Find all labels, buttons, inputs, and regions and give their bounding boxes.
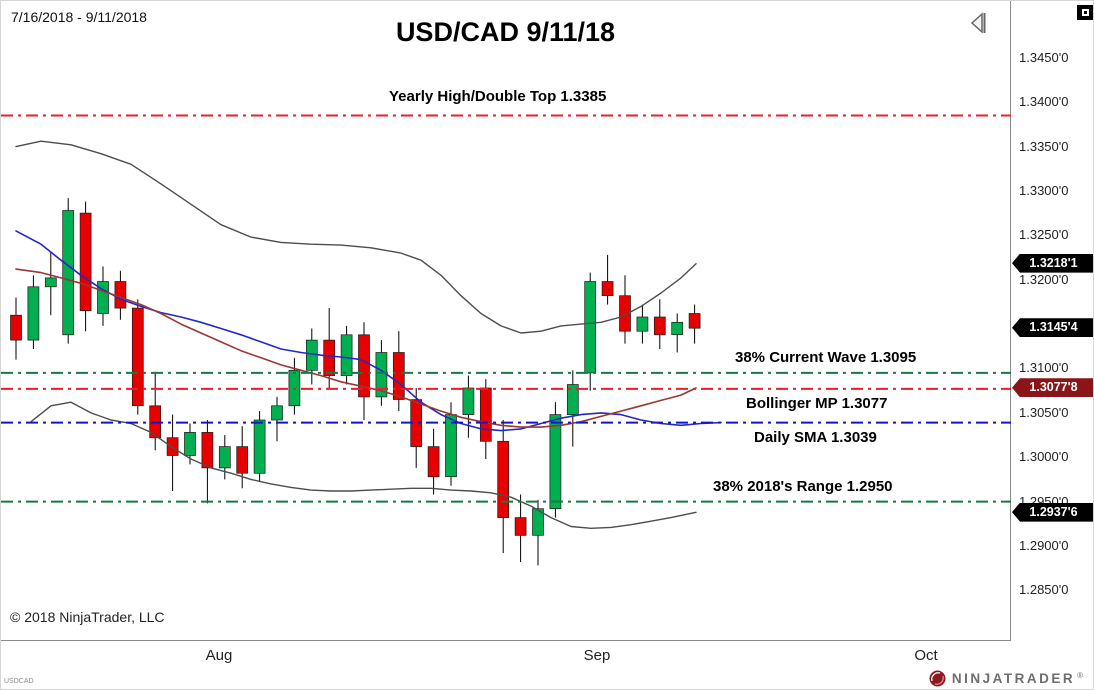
x-tick-label: Oct	[914, 647, 938, 664]
candle-body	[532, 508, 544, 536]
candle-body	[62, 210, 75, 336]
price-badge: 1.3077'8	[1012, 378, 1093, 398]
candle-body	[462, 387, 475, 415]
candle-body	[97, 281, 109, 314]
candle-body	[218, 446, 231, 469]
candle-body	[619, 295, 631, 332]
panel-properties-glyph	[1081, 9, 1089, 16]
candle-body	[584, 281, 597, 374]
candle-body	[636, 316, 649, 332]
ninjatrader-brand: NINJATRADER ®	[929, 670, 1083, 687]
candle-body	[688, 313, 701, 329]
candle-body	[27, 286, 40, 341]
candlestick-chart[interactable]	[1, 1, 1011, 641]
y-tick-label: 1.3400'0	[1019, 94, 1069, 110]
annotation-2018-range: 38% 2018's Range 1.2950	[713, 478, 893, 495]
y-tick-label: 1.3000'0	[1019, 449, 1069, 465]
candle-body	[10, 314, 22, 341]
y-tick-label: 1.3100'0	[1019, 360, 1069, 376]
ninjatrader-brand-text: NINJATRADER	[951, 671, 1076, 686]
chart-plot-area[interactable]: 7/16/2018 - 9/11/2018 USD/CAD 9/11/18 Ye…	[1, 1, 1011, 641]
candle-body	[271, 405, 283, 421]
panel-properties-icon[interactable]	[1077, 5, 1093, 20]
candle-body	[427, 446, 440, 478]
candle-body	[497, 440, 510, 518]
candle-body	[79, 212, 92, 312]
time-axis[interactable]: Aug Sep Oct	[1, 641, 1011, 667]
candle-body	[671, 321, 684, 336]
daily-sma-line	[15, 230, 722, 432]
y-tick-label: 1.3200'0	[1019, 271, 1069, 287]
price-badge: 1.2937'6	[1012, 502, 1093, 522]
instrument-watermark: USDCAD	[4, 678, 34, 685]
annotation-current-wave: 38% Current Wave 1.3095	[735, 349, 917, 366]
y-tick-label: 1.3250'0	[1019, 227, 1069, 243]
annotation-yearly-high: Yearly High/Double Top 1.3385	[389, 88, 607, 105]
bollinger-mid-line	[15, 268, 697, 428]
candle-body	[253, 419, 266, 474]
price-badge: 1.3145'4	[1012, 318, 1093, 338]
candle-body	[114, 281, 127, 309]
x-tick-label: Sep	[583, 647, 611, 664]
x-tick-label: Aug	[205, 647, 233, 664]
copyright-label: © 2018 NinjaTrader, LLC	[10, 609, 165, 625]
ninjatrader-logo-icon	[929, 670, 946, 687]
candle-body	[392, 352, 405, 400]
chart-title: USD/CAD 9/11/18	[395, 17, 616, 47]
candle-body	[445, 414, 457, 478]
candle-body	[514, 517, 527, 536]
candle-body	[166, 437, 179, 456]
registered-mark: ®	[1077, 671, 1083, 680]
bollinger-upper-line	[15, 140, 697, 334]
candle-body	[479, 387, 492, 442]
candle-body	[131, 307, 144, 407]
y-tick-label: 1.3050'0	[1019, 404, 1069, 420]
scroll-to-end-icon[interactable]	[967, 9, 991, 42]
candle-body	[358, 334, 370, 398]
price-axis[interactable]: 1.3450'0 1.3400'0 1.3350'0 1.3300'0 1.3250'0…	[1012, 1, 1093, 641]
y-tick-label: 1.2900'0	[1019, 538, 1069, 554]
candle-body	[184, 432, 196, 456]
y-tick-label: 1.3350'0	[1019, 138, 1069, 154]
candle-body	[566, 384, 579, 416]
y-tick-label: 1.3450'0	[1019, 49, 1069, 65]
annotation-bollinger-mp: Bollinger MP 1.3077	[746, 395, 888, 412]
candle-body	[653, 316, 666, 336]
candle-body	[601, 281, 614, 297]
annotation-daily-sma: Daily SMA 1.3039	[754, 429, 877, 446]
y-tick-label: 1.3300'0	[1019, 182, 1069, 198]
date-range-label: 7/16/2018 - 9/11/2018	[11, 9, 147, 25]
candle-body	[549, 414, 562, 510]
candle-body	[323, 339, 336, 376]
candle-body	[44, 277, 57, 288]
candle-body	[236, 446, 249, 474]
bollinger-lower-line	[30, 401, 697, 529]
price-badge: 1.3218'1	[1012, 253, 1093, 273]
candle-body	[340, 334, 353, 376]
y-tick-label: 1.2850'0	[1019, 582, 1069, 598]
candle-body	[201, 432, 214, 469]
